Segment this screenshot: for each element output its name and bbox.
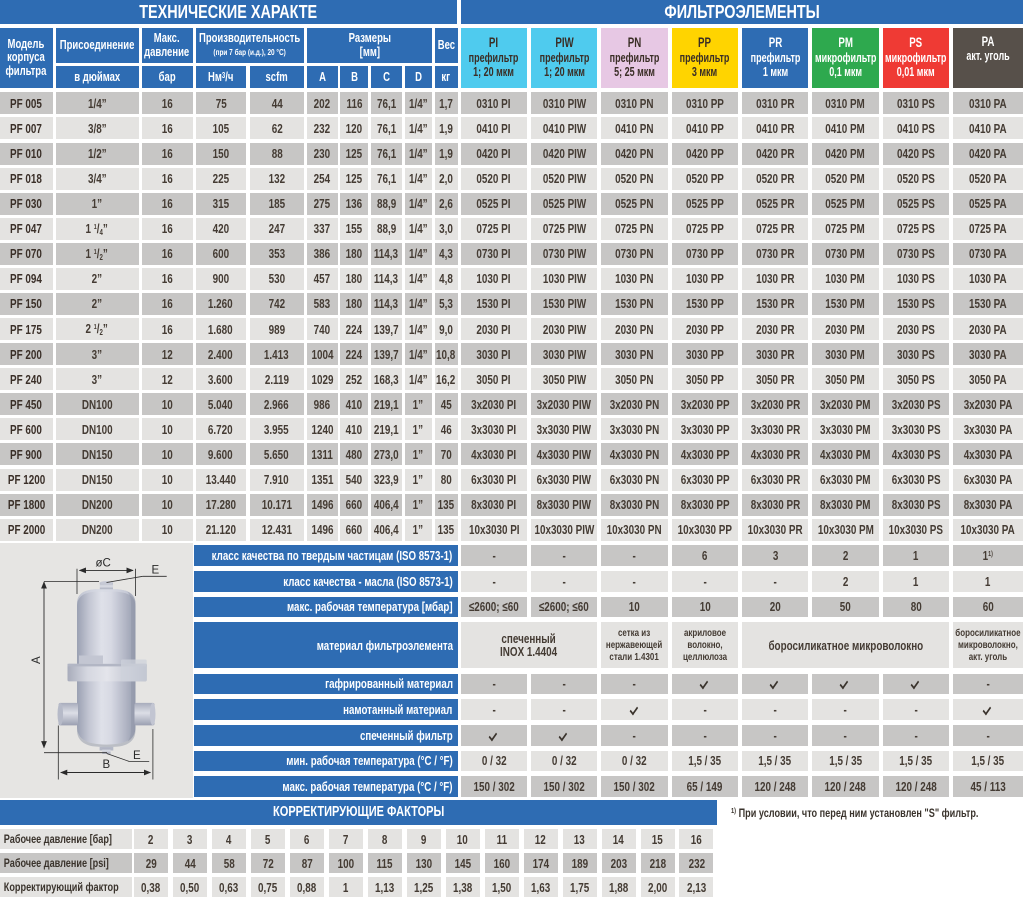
svg-text:B: B	[103, 759, 111, 771]
svg-text:A: A	[31, 656, 43, 664]
svg-text:E: E	[133, 750, 141, 762]
svg-text:øC: øC	[96, 558, 111, 570]
svg-text:E: E	[152, 565, 160, 577]
